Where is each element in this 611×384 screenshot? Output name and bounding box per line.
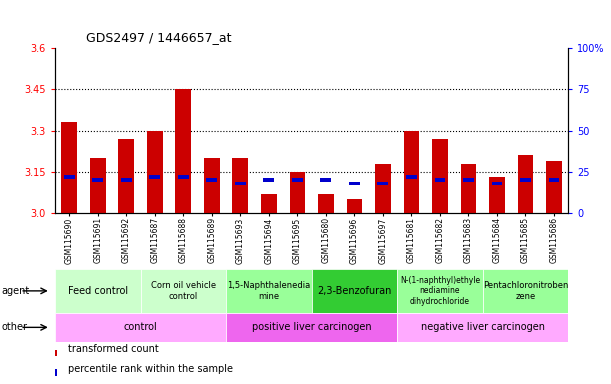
Bar [92,178,103,182]
Bar [461,164,477,213]
Text: N-(1-naphthyl)ethyle
nediamine
dihydrochloride: N-(1-naphthyl)ethyle nediamine dihydroch… [400,276,480,306]
Bar [375,164,391,213]
Bar [432,139,448,213]
Bar [55,369,57,376]
Bar [141,269,226,313]
Bar [378,182,389,185]
Bar [312,269,397,313]
Bar [119,139,134,213]
Text: 2,3-Benzofuran: 2,3-Benzofuran [317,286,392,296]
Bar [261,194,277,213]
Text: GDS2497 / 1446657_at: GDS2497 / 1446657_at [86,31,231,44]
Bar [397,313,568,342]
Text: agent: agent [1,286,29,296]
Text: Pentachloronitroben
zene: Pentachloronitroben zene [483,281,568,301]
Text: transformed count: transformed count [68,344,159,354]
Bar [147,131,163,213]
Bar [489,177,505,213]
Bar [226,269,312,313]
Text: Feed control: Feed control [68,286,128,296]
Bar [406,175,417,179]
Bar [121,178,132,182]
Text: positive liver carcinogen: positive liver carcinogen [252,322,371,333]
Bar [55,269,141,313]
Text: control: control [123,322,158,333]
Bar [346,199,362,213]
Bar [349,182,360,185]
Bar [549,178,560,182]
Bar [64,175,75,179]
Bar [235,182,246,185]
Bar [290,172,306,213]
Bar [55,313,226,342]
Bar [226,313,397,342]
Text: 1,5-Naphthalenedia
mine: 1,5-Naphthalenedia mine [227,281,310,301]
Bar [263,178,274,182]
Bar [178,175,189,179]
Bar [90,158,106,213]
Bar [518,156,533,213]
Text: Corn oil vehicle
control: Corn oil vehicle control [151,281,216,301]
Bar [434,178,445,182]
Bar [61,122,77,213]
Text: negative liver carcinogen: negative liver carcinogen [421,322,544,333]
Bar [175,89,191,213]
Bar [403,131,419,213]
Bar [318,194,334,213]
Bar [292,178,303,182]
Text: percentile rank within the sample: percentile rank within the sample [68,364,233,374]
Bar [491,182,502,185]
Bar [397,269,483,313]
Bar [207,178,218,182]
Bar [204,158,219,213]
Bar [55,350,57,356]
Bar [320,178,331,182]
Bar [546,161,562,213]
Bar [463,178,474,182]
Bar [483,269,568,313]
Bar [149,175,160,179]
Bar [232,158,248,213]
Bar [520,178,531,182]
Text: other: other [1,322,27,333]
